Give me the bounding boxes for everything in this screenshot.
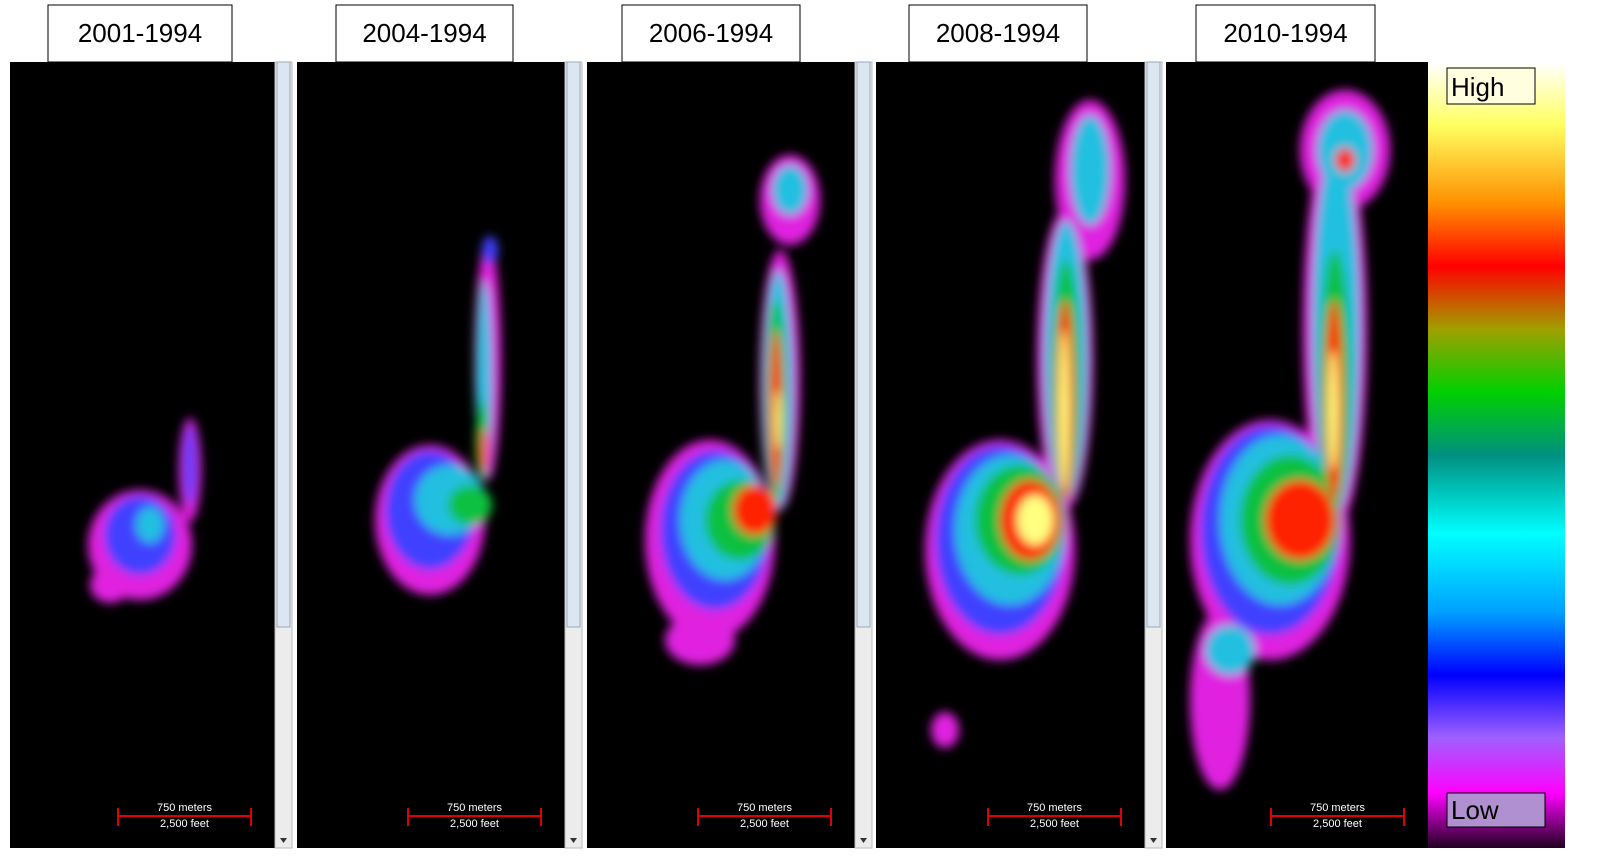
heat-blob [480,428,488,472]
scale-top: 750 meters [737,802,793,814]
legend: High Low [1428,62,1565,848]
heat-blob [90,567,130,603]
heat-blob [1265,480,1335,560]
figure: 2001-1994 750 meters 2,500 feet 2004-1994 75… [0,0,1601,864]
heat-blob [482,236,498,264]
scale-top: 750 meters [1027,802,1083,814]
heat-blob [136,507,164,543]
heat-blob [931,712,959,748]
panel-label: 2004-1994 [362,18,486,48]
heat-blob [1070,115,1110,225]
heat-blob [733,485,777,535]
heat-blob [448,485,492,525]
heat-blob [1017,495,1053,545]
legend-low: Low [1451,795,1499,825]
legend-high: High [1451,72,1504,102]
heat-blob [1205,625,1255,675]
map-background [10,62,275,848]
map-panel: 2004-1994 750 meters 2,500 feet [297,5,582,848]
scale-top: 750 meters [1310,802,1366,814]
panel-label: 2006-1994 [649,18,773,48]
map-panel: 2001-1994 750 meters 2,500 feet [10,5,292,848]
heat-blob [1328,350,1338,470]
scale-bottom: 2,500 feet [160,818,209,830]
scale-bottom: 2,500 feet [450,818,499,830]
map-panel: 2006-1994 750 meters 2,500 feet [587,5,872,848]
scrollbar-thumb [857,62,870,627]
panel-label: 2001-1994 [78,18,202,48]
panels: 2001-1994 750 meters 2,500 feet 2004-1994 75… [10,5,1428,848]
scale-top: 750 meters [157,802,213,814]
scrollbar-thumb [277,62,290,627]
scrollbar-thumb [1147,62,1160,627]
heat-blob [1335,148,1355,172]
panel-label: 2008-1994 [936,18,1060,48]
scale-bottom: 2,500 feet [740,818,789,830]
heat-blob [1059,330,1069,490]
heat-blob [665,615,735,665]
map-panel: 2008-1994 750 meters 2,500 feet [876,5,1162,848]
color-ramp [1428,62,1565,848]
heat-blob [184,425,196,505]
panel-label: 2010-1994 [1223,18,1347,48]
scale-bottom: 2,500 feet [1313,818,1362,830]
heat-blob [775,390,781,450]
scale-bottom: 2,500 feet [1030,818,1079,830]
map-panel: 2010-1994 750 meters 2,500 feet [1166,5,1428,848]
heat-blob [772,165,808,215]
scale-top: 750 meters [447,802,503,814]
scrollbar-thumb [567,62,580,627]
